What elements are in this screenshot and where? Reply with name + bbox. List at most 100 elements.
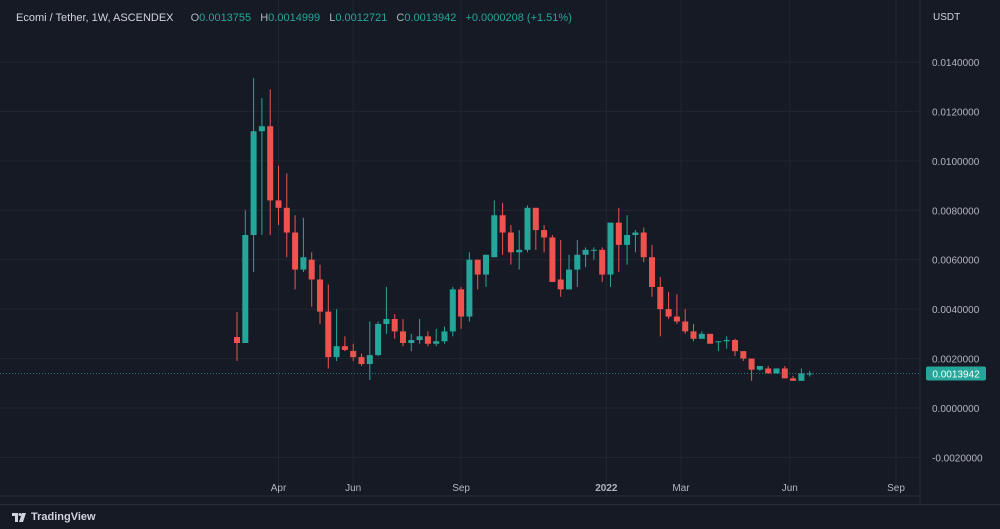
candle-body-down <box>458 289 465 317</box>
candle-body-down <box>615 222 622 245</box>
candle-body-up <box>624 235 631 245</box>
candle-body-up <box>607 222 614 275</box>
candle-body-down <box>507 232 514 253</box>
candle-body-up <box>723 340 730 342</box>
last-price-tag <box>926 366 986 381</box>
y-tick-label: 0.0140000 <box>932 58 980 69</box>
candle-body-up <box>574 254 581 270</box>
open-label: O <box>190 12 200 24</box>
tradingview-icon <box>12 512 26 522</box>
x-tick-label: Sep <box>887 483 905 494</box>
candle-body-down <box>732 340 738 352</box>
ohlc-legend: Ecomi / Tether, 1W, ASCENDEX O0.0013755 … <box>16 12 572 24</box>
candle-body-down <box>707 333 714 344</box>
candle-body-down <box>781 368 788 379</box>
candle-body-up <box>433 341 440 344</box>
tradingview-logo[interactable]: TradingView <box>12 511 96 523</box>
candle-body-down <box>234 337 240 344</box>
candle-body-up <box>383 319 390 324</box>
candle-body-down <box>640 232 647 258</box>
low-label: L <box>329 12 336 24</box>
candle-body-down <box>292 232 299 270</box>
candle-body-up <box>524 207 531 250</box>
candle-body-down <box>790 378 797 381</box>
y-tick-label: -0.0020000 <box>932 453 983 464</box>
candle-body-up <box>698 333 705 339</box>
bottom-bar: TradingView <box>0 504 1000 529</box>
candle-body-up <box>715 341 722 343</box>
candle-body-down <box>317 279 323 312</box>
y-tick-label: 0.0120000 <box>932 107 980 118</box>
candle-body-up <box>300 257 307 270</box>
y-tick-label: 0.0100000 <box>932 157 980 168</box>
candle-body-up <box>449 289 456 332</box>
candle-body-down <box>765 368 772 374</box>
y-tick-label: 0.0020000 <box>932 355 980 366</box>
candle-body-up <box>806 373 813 375</box>
last-price-label: 0.0013942 <box>932 370 980 381</box>
branding-text: TradingView <box>31 511 96 523</box>
candle-body-up <box>375 323 382 356</box>
candle-body-up <box>566 269 572 290</box>
y-tick-label: 0.0040000 <box>932 305 980 316</box>
low-value: 0.0012721 <box>335 12 388 24</box>
candle-body-down <box>665 309 672 317</box>
candle-body-down <box>358 357 365 365</box>
change-value: +0.0000208 (+1.51%) <box>465 12 572 24</box>
y-tick-label: 0.0000000 <box>932 404 980 415</box>
x-tick-label: 2022 <box>595 483 618 494</box>
candle-body-down <box>649 257 655 287</box>
candle-body-down <box>599 249 606 275</box>
candle-body-down <box>499 215 506 233</box>
candle-body-up <box>798 373 805 381</box>
x-tick-label: Mar <box>672 483 690 494</box>
y-tick-label: 0.0080000 <box>932 206 980 217</box>
candle-body-up <box>258 126 265 132</box>
candle-body-up <box>408 340 415 344</box>
high-label: H <box>260 12 269 24</box>
x-tick-label: Jun <box>345 483 361 494</box>
candle-body-up <box>416 336 423 341</box>
candle-body-down <box>341 346 348 350</box>
currency-label[interactable]: USDT <box>933 12 961 23</box>
candle-body-down <box>657 286 664 310</box>
candle-body-down <box>283 207 290 233</box>
candle-body-up <box>582 249 589 255</box>
y-tick-label: 0.0060000 <box>932 256 980 267</box>
candle-body-down <box>391 319 398 332</box>
close-label: C <box>396 12 405 24</box>
candle-body-down <box>549 237 556 282</box>
candle-body-down <box>690 331 697 339</box>
candle-body-up <box>516 249 523 253</box>
high-value: 0.0014999 <box>268 12 321 24</box>
candle-body-down <box>541 230 548 238</box>
candle-body-down <box>400 331 406 344</box>
open-value: 0.0013755 <box>199 12 252 24</box>
candle-body-down <box>325 311 332 358</box>
candle-body-up <box>756 365 763 370</box>
x-tick-label: Sep <box>452 483 470 494</box>
candle-body-down <box>557 279 564 290</box>
candle-body-down <box>474 259 481 275</box>
candlestick-chart[interactable]: 0.0140000 0.0120000 0.0100000 0.0080000 0.00… <box>0 0 1000 504</box>
x-tick-label: Jun <box>782 483 798 494</box>
candle-body-down <box>532 207 539 231</box>
candle-body-down <box>673 316 680 322</box>
x-tick-label: Apr <box>271 483 287 494</box>
candle-body-down <box>308 259 315 280</box>
candle-body-down <box>424 336 431 344</box>
candle-body-up <box>491 215 498 258</box>
candle-body-up <box>466 259 473 317</box>
candle-body-down <box>350 350 357 358</box>
candle-body-up <box>366 355 373 365</box>
candle-body-up <box>483 254 489 275</box>
close-value: 0.0013942 <box>404 12 457 24</box>
candle-body-down <box>682 321 689 332</box>
candle-body-up <box>590 249 597 251</box>
candle-body-up <box>333 346 340 358</box>
candle-body-up <box>773 368 780 374</box>
symbol-title[interactable]: Ecomi / Tether, 1W, ASCENDEX <box>16 12 174 24</box>
candle-body-down <box>740 351 747 359</box>
candle-body-down <box>748 358 755 370</box>
candle-body-up <box>242 235 249 344</box>
